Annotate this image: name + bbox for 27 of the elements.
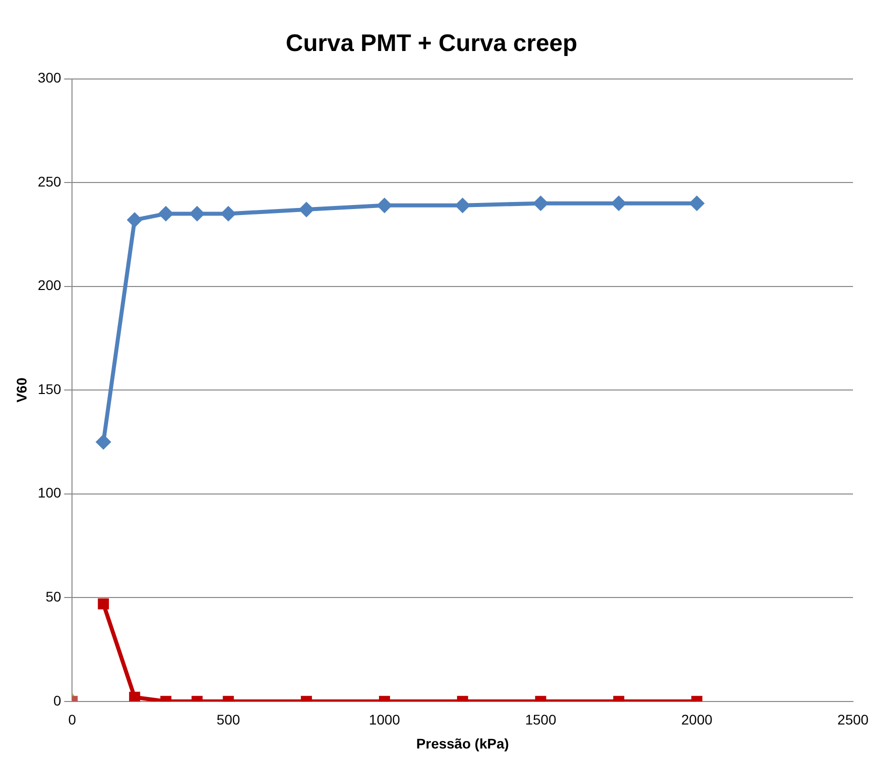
y-tick-label: 300 — [38, 70, 62, 86]
x-axis-title: Pressão (kPa) — [416, 735, 509, 752]
point — [128, 212, 142, 227]
point — [456, 198, 470, 212]
point — [299, 202, 314, 217]
chart-title: Curva PMT + Curva creep — [286, 30, 578, 58]
point — [612, 196, 626, 210]
point — [377, 198, 392, 212]
y-tick-label: 0 — [53, 692, 62, 708]
x-tick-label: 0 — [68, 712, 76, 728]
x-tick-label: 500 — [216, 712, 240, 728]
point — [190, 206, 204, 221]
y-tick-label: 50 — [46, 588, 62, 604]
x-tick-label: 1500 — [525, 712, 556, 728]
point — [534, 196, 548, 210]
point — [158, 206, 173, 221]
point — [96, 434, 110, 449]
x-tick-label: 2500 — [837, 712, 869, 728]
x-tick-label: 2000 — [681, 712, 713, 728]
y-axis-title: V60 — [13, 377, 30, 403]
y-tick-label: 100 — [38, 484, 62, 501]
point — [221, 206, 236, 221]
y-tick-label: 200 — [38, 277, 62, 294]
x-tick-label: 1000 — [368, 712, 400, 728]
point — [690, 196, 704, 210]
y-tick-label: 150 — [38, 380, 62, 397]
y-tick-label: 250 — [38, 173, 62, 190]
